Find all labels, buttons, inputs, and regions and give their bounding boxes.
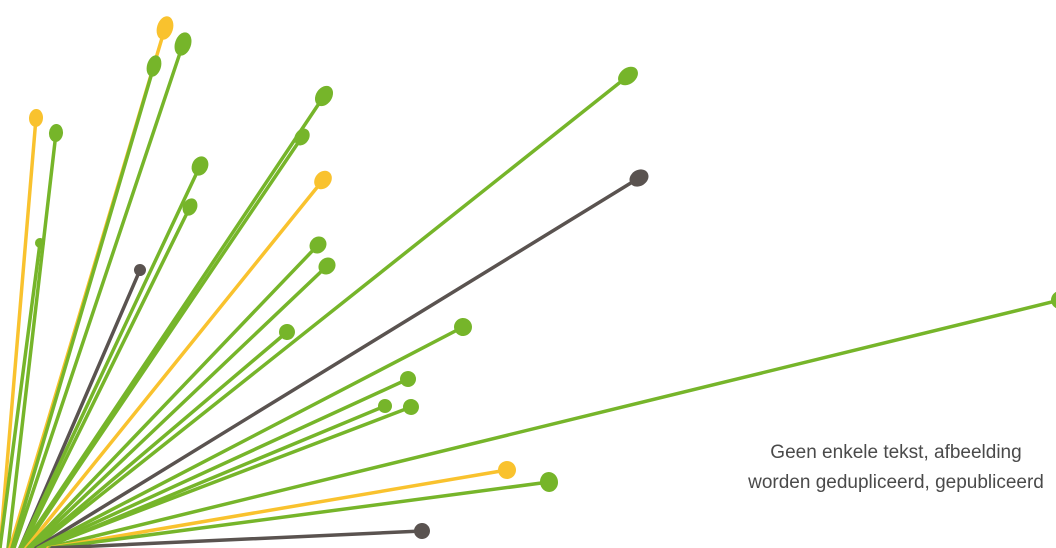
burst-ray-tip	[314, 85, 334, 107]
burst-ray-tip	[1051, 291, 1056, 309]
burst-ray-tip	[454, 318, 472, 336]
burst-ray-tip	[191, 156, 209, 176]
burst-ray-tip	[629, 169, 649, 187]
burst-ray	[0, 109, 44, 548]
burst-ray	[26, 236, 327, 548]
burst-ray-line	[36, 325, 465, 548]
burst-ray-tip	[146, 55, 162, 77]
burst-ray-line	[18, 164, 202, 548]
burst-ray	[28, 257, 336, 548]
burst-ray-line	[10, 64, 156, 548]
burst-ray-line	[20, 94, 326, 548]
burst-ray-line	[6, 131, 58, 548]
burst-ray-tip	[174, 32, 192, 56]
burst-ray	[32, 66, 638, 548]
burst-ray-line	[22, 135, 304, 548]
burst-ray-line	[26, 243, 320, 548]
burst-ray-line	[42, 404, 387, 548]
burst-ray-line	[0, 116, 38, 548]
burst-ray-tip	[400, 371, 416, 387]
burst-ray-tip	[35, 238, 45, 248]
disclaimer-line-2: worden gedupliceerd, gepubliceerd	[748, 472, 1044, 493]
burst-ray-line	[28, 264, 329, 548]
burst-ray	[48, 472, 559, 548]
burst-ray	[42, 399, 392, 548]
burst-ray-tip	[414, 523, 430, 539]
burst-ray-line	[12, 42, 185, 548]
burst-ray-line	[32, 74, 630, 548]
burst-ray	[22, 128, 310, 548]
burst-ray-tip	[48, 124, 64, 142]
burst-ray-line	[20, 205, 192, 548]
burst-ray-tip	[498, 461, 516, 479]
burst-ray	[30, 324, 295, 548]
burst-ray-tip	[403, 399, 419, 415]
burst-ray-tip	[134, 264, 146, 276]
burst-ray	[20, 198, 198, 548]
burst-ray-line	[0, 241, 42, 548]
burst-ray-line	[30, 330, 289, 548]
burst-ray-line	[38, 377, 410, 548]
burst-ray-line	[34, 176, 641, 548]
burst-ray	[24, 170, 332, 548]
burst-ray-line	[48, 480, 551, 548]
burst-ray	[12, 32, 192, 548]
burst-ray	[18, 156, 209, 548]
burst-ray	[6, 124, 64, 548]
burst-ray-tip	[318, 257, 336, 275]
burst-ray-tip	[618, 66, 638, 86]
burst-ray	[20, 85, 334, 548]
disclaimer-line-1: Geen enkele tekst, afbeelding	[770, 442, 1022, 463]
burst-ray-tip	[28, 109, 44, 127]
burst-ray-tip	[539, 472, 559, 492]
burst-ray-line	[50, 529, 424, 548]
burst-ray	[46, 461, 516, 548]
burst-ray-line	[46, 468, 509, 548]
copyright-disclaimer: Geen enkele tekst, afbeelding worden ged…	[616, 438, 1056, 498]
burst-ray	[10, 55, 162, 548]
burst-ray	[38, 371, 416, 548]
burst-ray-tip	[378, 399, 392, 413]
burst-ray	[0, 238, 45, 548]
burst-ray-tip	[294, 128, 310, 146]
burst-ray-tip	[182, 198, 198, 216]
burst-ray-line	[24, 178, 325, 548]
burst-ray	[34, 169, 649, 548]
burst-ray-tip	[156, 16, 174, 40]
burst-ray-tip	[309, 236, 327, 254]
burst-ray-tip	[314, 170, 332, 190]
burst-ray	[36, 318, 472, 548]
burst-ray	[50, 523, 430, 548]
burst-ray-line	[44, 299, 1056, 548]
burst-ray-tip	[279, 324, 295, 340]
